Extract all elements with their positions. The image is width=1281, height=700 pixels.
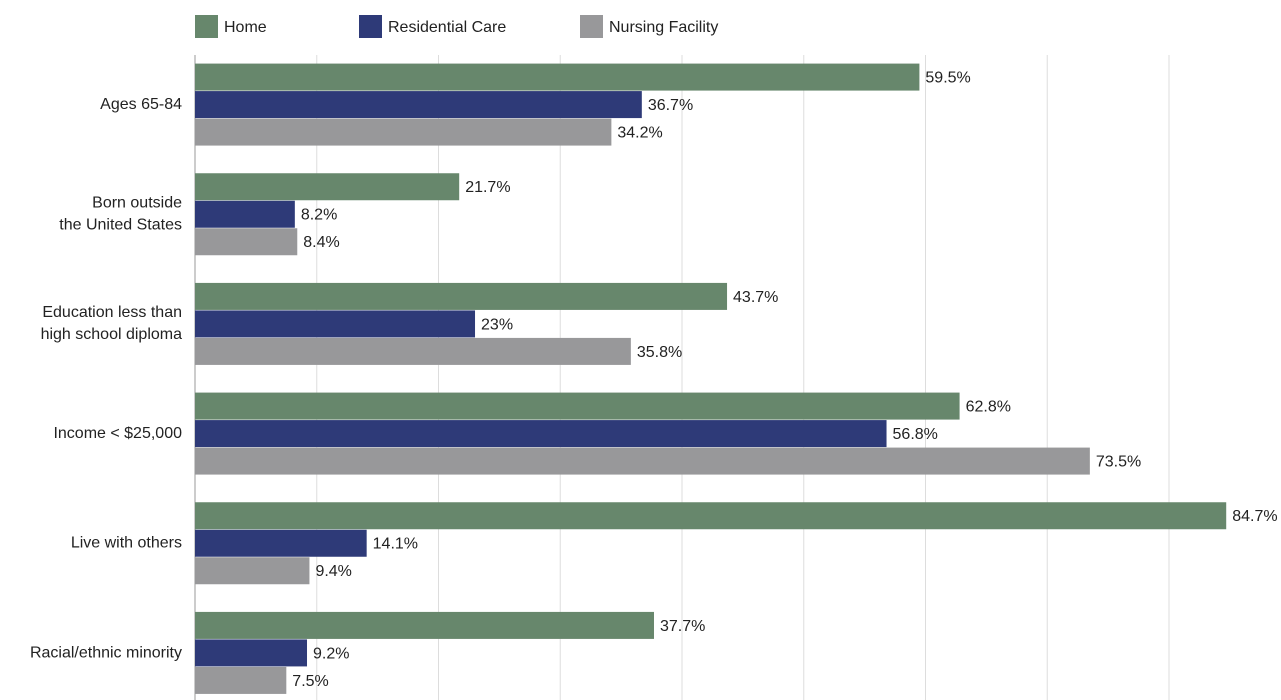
bar: [195, 200, 295, 228]
bar: [195, 282, 728, 310]
legend-swatch: [580, 15, 603, 38]
bar: [195, 666, 287, 694]
bar: [195, 529, 367, 557]
bar: [195, 63, 920, 91]
bar: [195, 639, 308, 667]
legend-label: Residential Care: [388, 19, 506, 36]
bar: [195, 420, 887, 448]
value-label: 34.2%: [617, 125, 662, 142]
bar: [195, 611, 654, 639]
y-tick-label: Ages 65-84: [100, 96, 182, 113]
value-label: 62.8%: [966, 399, 1011, 416]
value-label: 59.5%: [925, 70, 970, 87]
bar: [195, 502, 1227, 530]
value-label: 8.4%: [303, 234, 339, 251]
value-label: 7.5%: [292, 673, 328, 690]
value-label: 36.7%: [648, 97, 693, 114]
bar: [195, 447, 1090, 475]
legend-swatch: [195, 15, 218, 38]
bar: [195, 228, 298, 256]
bar: [195, 173, 460, 201]
bar: [195, 337, 631, 365]
value-label: 84.7%: [1232, 508, 1277, 525]
y-tick-label: Racial/ethnic minority: [30, 644, 182, 661]
value-label: 23%: [481, 316, 513, 333]
value-label: 9.4%: [315, 563, 351, 580]
value-label: 43.7%: [733, 289, 778, 306]
y-tick-label: Born outside the United States: [59, 195, 182, 234]
bar: [195, 392, 960, 420]
bar: [195, 91, 642, 119]
legend-label: Home: [224, 19, 267, 36]
legend-label: Nursing Facility: [609, 19, 718, 36]
legend-swatch: [359, 15, 382, 38]
value-label: 21.7%: [465, 179, 510, 196]
value-label: 8.2%: [301, 207, 337, 224]
bar: [195, 310, 476, 338]
y-tick-label: Income < $25,000: [53, 425, 182, 442]
value-label: 9.2%: [313, 645, 349, 662]
y-tick-label: Live with others: [71, 535, 182, 552]
value-label: 35.8%: [637, 344, 682, 361]
value-label: 73.5%: [1096, 454, 1141, 471]
value-label: 56.8%: [893, 426, 938, 443]
y-tick-label: Education less than high school diploma: [41, 304, 183, 343]
value-label: 14.1%: [373, 536, 418, 553]
bar: [195, 557, 310, 585]
bar: [195, 118, 612, 146]
value-label: 37.7%: [660, 618, 705, 635]
